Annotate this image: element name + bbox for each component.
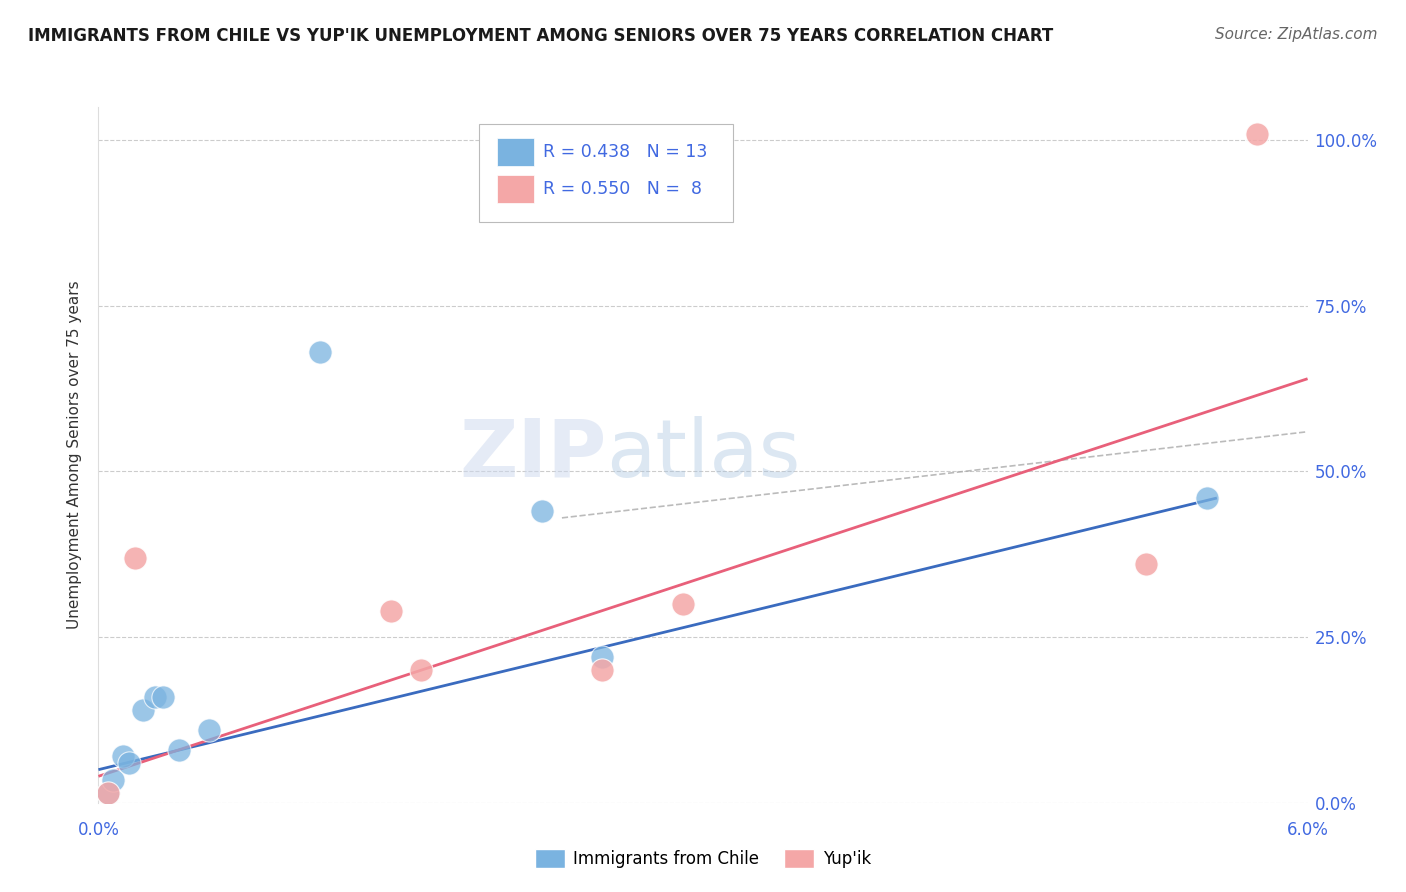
FancyBboxPatch shape xyxy=(479,124,734,222)
Point xyxy=(97,786,120,800)
Text: R = 0.438   N = 13: R = 0.438 N = 13 xyxy=(543,144,707,161)
Point xyxy=(1195,491,1218,505)
Text: atlas: atlas xyxy=(606,416,800,494)
Point xyxy=(167,743,190,757)
Point xyxy=(530,504,553,518)
Point xyxy=(591,663,613,677)
Point xyxy=(309,345,332,359)
Point xyxy=(132,703,155,717)
Point xyxy=(143,690,166,704)
Point xyxy=(124,550,146,565)
Point xyxy=(97,786,120,800)
Point xyxy=(111,749,134,764)
Point xyxy=(101,772,124,787)
Point xyxy=(591,650,613,665)
Point xyxy=(409,663,432,677)
Text: 0.0%: 0.0% xyxy=(77,821,120,838)
Point xyxy=(672,597,695,611)
Point xyxy=(198,723,221,737)
Text: R = 0.550   N =  8: R = 0.550 N = 8 xyxy=(543,180,703,198)
Text: 6.0%: 6.0% xyxy=(1286,821,1329,838)
Text: ZIP: ZIP xyxy=(458,416,606,494)
Text: Source: ZipAtlas.com: Source: ZipAtlas.com xyxy=(1215,27,1378,42)
Point xyxy=(380,604,402,618)
Text: IMMIGRANTS FROM CHILE VS YUP'IK UNEMPLOYMENT AMONG SENIORS OVER 75 YEARS CORRELA: IMMIGRANTS FROM CHILE VS YUP'IK UNEMPLOY… xyxy=(28,27,1053,45)
Point xyxy=(1246,127,1268,141)
FancyBboxPatch shape xyxy=(498,138,534,166)
Y-axis label: Unemployment Among Seniors over 75 years: Unemployment Among Seniors over 75 years xyxy=(67,281,83,629)
Point xyxy=(152,690,174,704)
Point xyxy=(1135,558,1157,572)
Point xyxy=(118,756,141,770)
Legend: Immigrants from Chile, Yup'ik: Immigrants from Chile, Yup'ik xyxy=(529,842,877,875)
FancyBboxPatch shape xyxy=(498,175,534,203)
